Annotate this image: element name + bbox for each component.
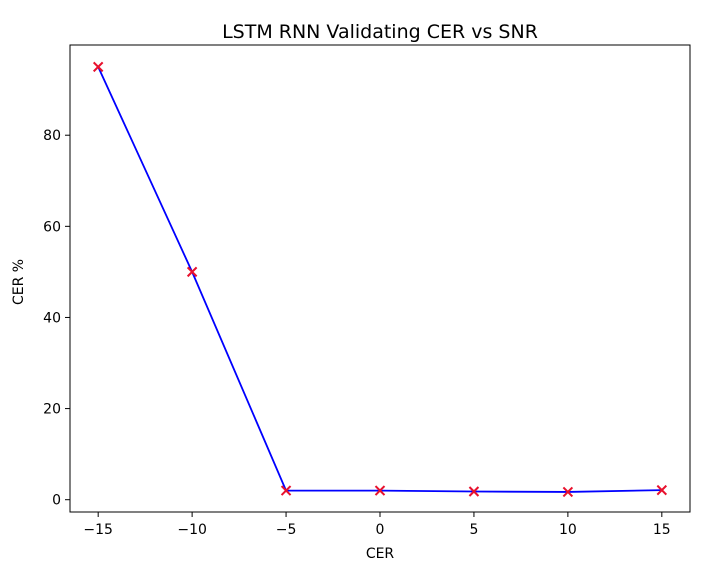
x-tick-label: −5 — [276, 522, 297, 538]
data-point-marker — [92, 61, 104, 73]
data-point-marker — [186, 266, 198, 278]
y-tick-label: 60 — [43, 219, 61, 235]
x-tick-label: 15 — [653, 522, 671, 538]
series-layer — [92, 61, 668, 498]
y-axis-label: CER % — [11, 259, 27, 305]
x-axis-label: CER — [366, 546, 395, 562]
x-tick-label: −15 — [83, 522, 113, 538]
data-point-marker — [280, 485, 292, 496]
y-tick-label: 20 — [43, 402, 61, 418]
chart-title: LSTM RNN Validating CER vs SNR — [222, 21, 538, 43]
data-point-marker — [562, 486, 574, 498]
y-tick-label: 80 — [43, 128, 61, 144]
data-point-marker — [374, 485, 386, 496]
data-point-marker — [656, 484, 668, 496]
y-axis-ticks: 0 20 40 60 80 — [43, 128, 70, 509]
plot-area-frame — [69, 44, 691, 513]
data-point-marker — [468, 486, 480, 497]
y-tick-label: 0 — [52, 493, 61, 509]
x-tick-label: 0 — [376, 522, 385, 538]
x-tick-label: −10 — [177, 522, 207, 538]
y-tick-label: 40 — [43, 310, 61, 326]
x-tick-label: 5 — [469, 522, 478, 538]
x-tick-label: 10 — [559, 522, 577, 538]
x-axis-ticks: −15 −10 −5 0 5 10 15 — [83, 512, 671, 538]
series-line — [97, 66, 662, 493]
